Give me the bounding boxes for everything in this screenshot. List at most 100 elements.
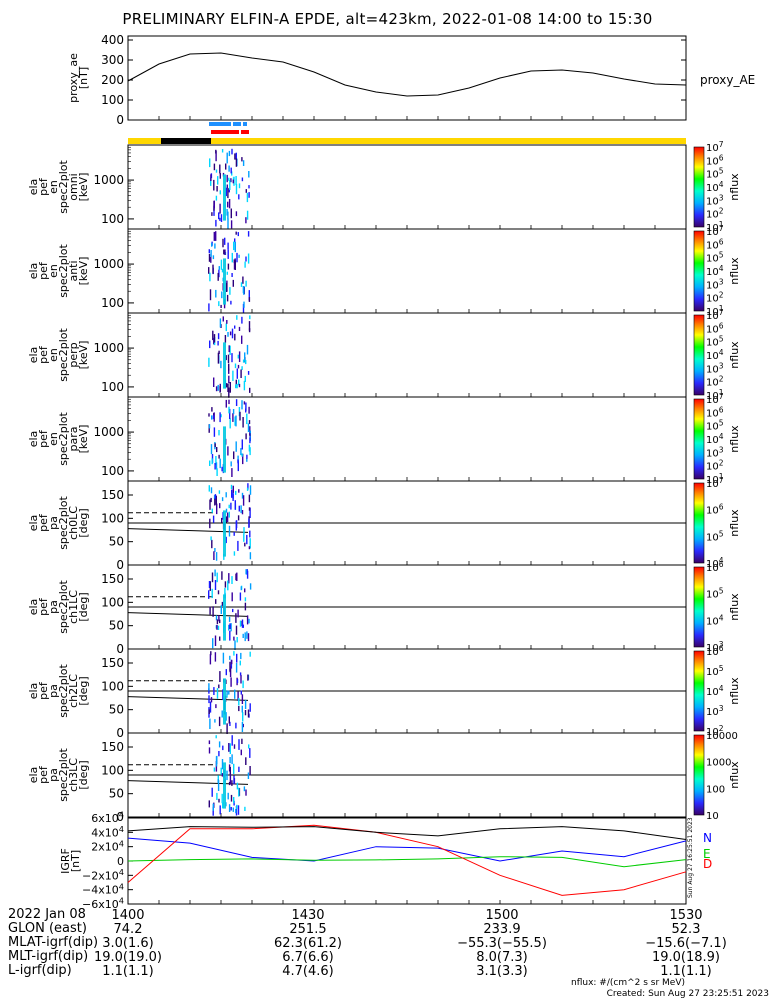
spectrogram-pixel bbox=[245, 256, 247, 262]
spectrogram-pixel bbox=[220, 304, 222, 308]
timestamp-stamp: Sun Aug 27 16:25:51 2023 bbox=[687, 817, 694, 898]
spectrogram-pixel bbox=[241, 492, 244, 499]
colorbar-tick-label: 104 bbox=[706, 684, 724, 698]
spectrogram-pixel bbox=[239, 620, 242, 627]
spectrogram-pixel bbox=[232, 279, 234, 287]
spectrogram-pixel bbox=[208, 303, 210, 312]
spectrogram-pixel bbox=[215, 456, 217, 465]
colorbar-tick-label: 103 bbox=[706, 361, 724, 375]
spectrogram-pixel bbox=[221, 466, 223, 472]
spectrogram-pixel bbox=[226, 209, 228, 216]
legend-entry: D bbox=[703, 857, 712, 871]
spectrogram-pixel bbox=[233, 531, 235, 536]
colorbar-tick-label: 10000 bbox=[706, 731, 738, 742]
spectrogram-pixel bbox=[246, 210, 249, 220]
spectrogram-pixel bbox=[221, 710, 223, 718]
spectrogram-pixel bbox=[241, 510, 244, 515]
colorbar-tick-label: 105 bbox=[706, 167, 724, 181]
ylabel-line: para bbox=[67, 427, 80, 452]
spectrogram-pixel bbox=[232, 492, 234, 499]
spectrogram-pixel bbox=[242, 723, 244, 728]
spectrogram-pixel bbox=[218, 615, 220, 622]
ylabel-line: pef bbox=[37, 345, 50, 364]
colorbar-tick-label: 102 bbox=[706, 375, 724, 389]
ylabel-line: spec2plot bbox=[57, 580, 70, 634]
spectrogram-pixel bbox=[228, 368, 230, 374]
spectrogram-pixel bbox=[245, 217, 247, 224]
spectrogram-pixel bbox=[208, 253, 211, 262]
spectrogram-pixel bbox=[234, 500, 236, 510]
spectrogram-pixel bbox=[230, 220, 233, 229]
spectrogram-pixel bbox=[213, 495, 216, 499]
footer-value: −15.6(−7.1) bbox=[645, 936, 727, 951]
spectrogram-pixel bbox=[244, 352, 246, 362]
spectrogram-pixel bbox=[245, 408, 247, 413]
spectrogram-pixel bbox=[208, 485, 210, 492]
grf-series-line bbox=[127, 856, 687, 868]
spectrogram-pixel bbox=[242, 495, 245, 506]
footer-label: GLON (east) bbox=[8, 921, 87, 936]
y-tick-label: 0 bbox=[116, 810, 124, 824]
y-tick-label: 150 bbox=[101, 572, 124, 586]
spectrogram-pixel bbox=[234, 260, 236, 270]
spectrogram-pixel bbox=[212, 415, 215, 420]
spectrogram-pixel bbox=[237, 354, 239, 359]
ylabel-line: en bbox=[47, 432, 60, 446]
spectrogram-pixel bbox=[248, 290, 250, 301]
footer-value: 251.5 bbox=[289, 922, 326, 937]
y-tick-label: 1000 bbox=[93, 425, 124, 439]
y-tick-label: 100 bbox=[101, 511, 124, 525]
spectrogram-pixel bbox=[246, 458, 248, 462]
spectrogram-pixel bbox=[208, 709, 210, 714]
footer-label: 2022 Jan 08 bbox=[8, 907, 86, 922]
spectrogram-pixel bbox=[211, 242, 213, 247]
spectrogram-pixel bbox=[236, 804, 238, 809]
ylabel-line: pef bbox=[37, 429, 50, 448]
spectrogram-pixel bbox=[245, 789, 247, 796]
spectrogram-pixel bbox=[212, 806, 214, 816]
spectrogram-pixel bbox=[213, 179, 215, 191]
spectrogram-pixel bbox=[216, 688, 219, 699]
spectrogram-pixel bbox=[229, 668, 231, 673]
spectrogram-pixel bbox=[248, 328, 251, 333]
spectrogram-pixel bbox=[219, 412, 221, 423]
spectrogram-pixel bbox=[215, 169, 218, 173]
spectrogram-pixel bbox=[228, 690, 230, 695]
spectrogram-pixel bbox=[210, 257, 212, 263]
footer-label: MLAT-igrf(dip) bbox=[8, 935, 99, 950]
spectrogram-pixel bbox=[214, 652, 217, 662]
spectrogram-pixel bbox=[227, 218, 229, 229]
spectrogram-pixel bbox=[210, 174, 212, 181]
y-tick-label: 50 bbox=[109, 703, 124, 717]
spectrogram-pixel bbox=[213, 205, 215, 216]
spectrogram-pixel bbox=[220, 605, 222, 614]
spectrogram-pixel bbox=[222, 745, 224, 751]
footer-value: 3.0(1.6) bbox=[102, 936, 154, 951]
spectrogram-pixel bbox=[235, 415, 237, 427]
spectrogram-band bbox=[223, 762, 226, 809]
spectrogram-pixel bbox=[247, 674, 249, 681]
spectrogram-pixel bbox=[236, 315, 238, 320]
spectrogram-pixel bbox=[238, 351, 241, 362]
spectrogram-pixel bbox=[210, 250, 212, 257]
spectrogram-pixel bbox=[221, 517, 223, 523]
spectrogram-pixel bbox=[211, 212, 213, 216]
spectrogram-pixel bbox=[231, 328, 234, 339]
spectrogram-pixel bbox=[209, 718, 211, 729]
spectrogram-pixel bbox=[215, 599, 217, 604]
y-tick-label: 2x104 bbox=[91, 838, 124, 853]
spectrogram-pixel bbox=[244, 632, 246, 642]
spectrogram-pixel bbox=[210, 444, 213, 455]
spectrogram-pixel bbox=[228, 375, 230, 384]
ylabel-line: ch0LC bbox=[67, 506, 80, 540]
spectrogram-pixel bbox=[226, 271, 228, 275]
spectrogram-pixel bbox=[238, 407, 241, 417]
spectrogram-pixel bbox=[215, 462, 218, 470]
spectrogram-pixel bbox=[233, 636, 235, 641]
spectrogram-pixel bbox=[219, 503, 221, 509]
y-tick-label: 150 bbox=[101, 488, 124, 502]
